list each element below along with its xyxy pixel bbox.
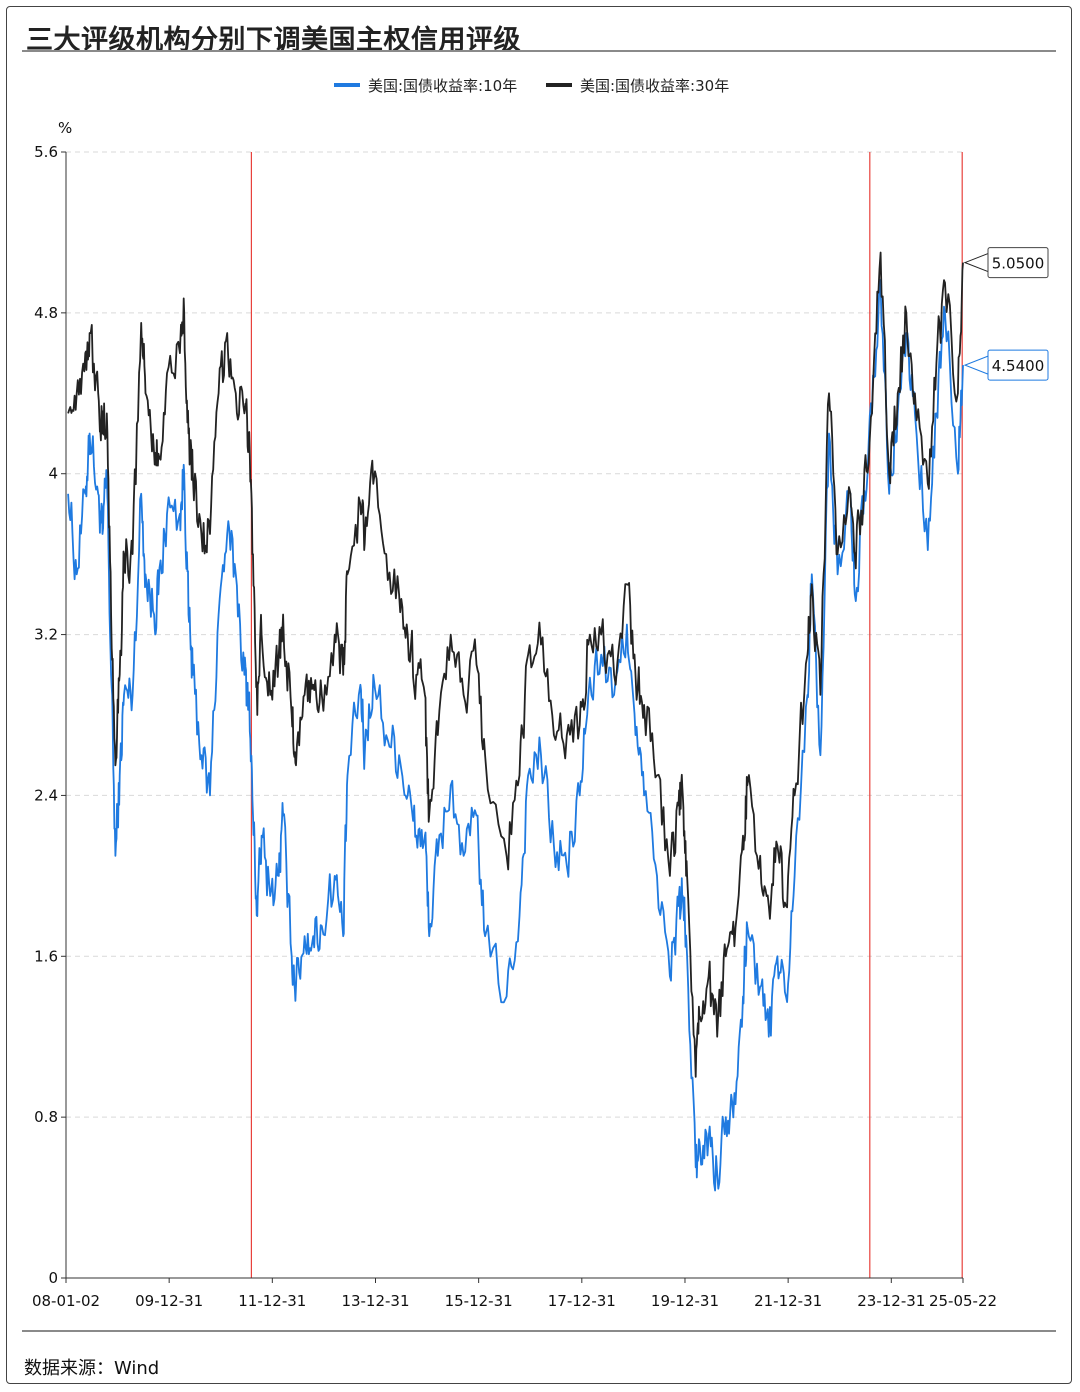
y-tick-label: 3.2 [34, 626, 58, 644]
x-tick-label: 23-12-31 [857, 1292, 925, 1310]
grid-lines [66, 151, 963, 1118]
y-tick-label: 5.6 [34, 143, 58, 161]
legend-label: 美国:国债收益率:10年 [368, 77, 517, 95]
x-tick-label: 25-05-22 [929, 1292, 997, 1310]
x-tick-label: 17-12-31 [548, 1292, 616, 1310]
callout-value: 5.0500 [992, 255, 1045, 273]
y-tick-label: 2.4 [34, 786, 58, 804]
y-tick-label: 0.8 [34, 1108, 58, 1126]
x-tick-label: 21-12-31 [754, 1292, 822, 1310]
x-tick-label: 11-12-31 [238, 1292, 306, 1310]
y-tick-labels: 0 0.8 1.6 2.4 3.2 4 4.8 5.6 [34, 143, 66, 1287]
data-source: 数据来源：Wind [24, 1358, 160, 1379]
callout-pointer [963, 253, 989, 273]
callout-pointer [963, 355, 989, 375]
callout-box [987, 349, 1049, 381]
axes [65, 152, 963, 1279]
end-value-callouts: 4.5400 5.0500 [963, 247, 1049, 381]
y-tick-label: 1.6 [34, 947, 58, 965]
series-line-30y [67, 251, 964, 1078]
y-axis-unit: % [58, 119, 72, 137]
x-tick-label: 19-12-31 [651, 1292, 719, 1310]
legend: 美国:国债收益率:10年 美国:国债收益率:30年 [334, 77, 729, 95]
x-tick-label: 08-01-02 [32, 1292, 100, 1310]
title-underline [22, 50, 1056, 52]
x-tick-label: 15-12-31 [445, 1292, 513, 1310]
x-tick-label: 09-12-31 [135, 1292, 203, 1310]
y-tick-label: 0 [48, 1269, 58, 1287]
y-tick-label: 4.8 [34, 304, 58, 322]
event-lines [250, 152, 963, 1278]
series-lines [67, 251, 964, 1192]
chart-frame [6, 6, 1072, 1384]
x-tick-labels: 08-01-02 09-12-31 11-12-31 13-12-31 15-12-31… [32, 1278, 997, 1310]
x-tick-label: 13-12-31 [341, 1292, 409, 1310]
callout-value: 4.5400 [992, 357, 1045, 375]
y-tick-label: 4 [48, 465, 58, 483]
footer-rule [22, 1330, 1056, 1332]
legend-label: 美国:国债收益率:30年 [580, 77, 729, 95]
callout-box [987, 247, 1049, 279]
series-line-10y [67, 278, 964, 1192]
